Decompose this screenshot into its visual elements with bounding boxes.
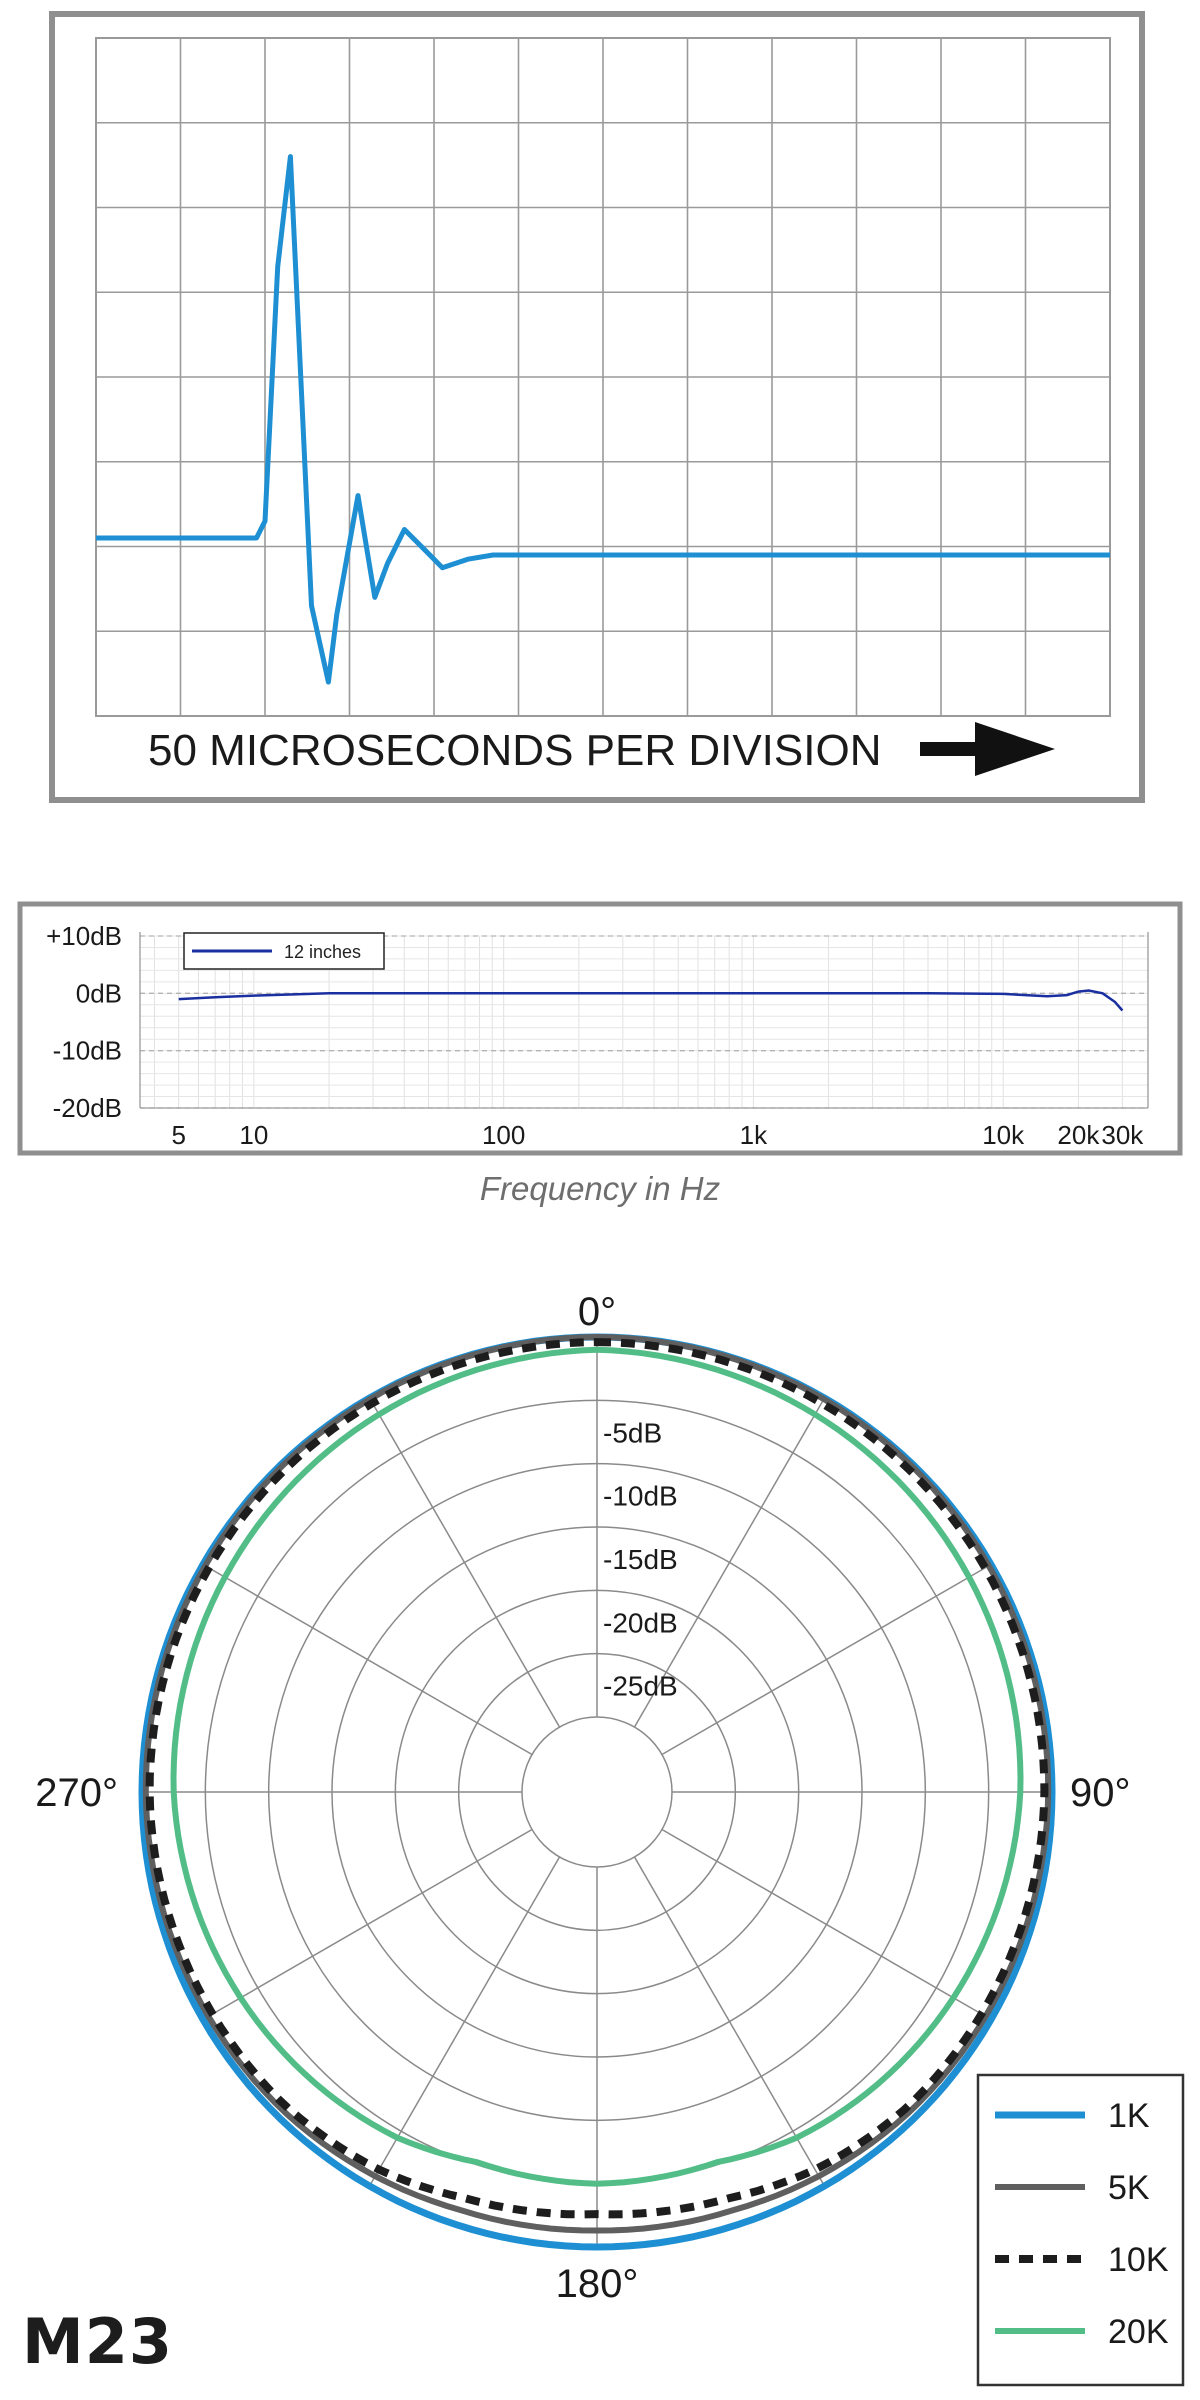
freq-series-line (178, 989, 1124, 1012)
polar-angle-labels: 0° 90° 180° 270° (35, 1290, 1130, 2306)
freq-axis-label: Frequency in Hz (479, 1170, 721, 1207)
polar-legend: 1K 5K 10K 20K (976, 2073, 1185, 2387)
impulse-grid (95, 37, 1111, 717)
impulse-response-chart: 50 MICROSECONDS PER DIVISION (49, 11, 1145, 803)
freq-tick-labels: +10dB 0dB -10dB -20dB 5 10 100 1k 10k 20k 30k (46, 921, 1144, 1150)
freq-frame (17, 901, 1183, 1156)
freq-y-tick-label: -20dB (53, 1093, 122, 1123)
polar-ring-label: -10dB (603, 1481, 678, 1512)
model-label: M23 (22, 2305, 173, 2378)
polar-ring-labels: -5dB -10dB -15dB -20dB -25dB (603, 1417, 678, 1701)
freq-x-tick-label: 10 (239, 1120, 268, 1150)
impulse-axis-label: 50 MICROSECONDS PER DIVISION (148, 726, 881, 775)
polar-legend-label: 20K (1108, 2313, 1169, 2351)
freq-x-tick-label: 30k (1101, 1120, 1144, 1150)
impulse-frame (49, 11, 1145, 803)
polar-angle-label: 90° (1070, 1771, 1131, 1815)
frequency-response-chart: +10dB 0dB -10dB -20dB 5 10 100 1k 10k 20k 30k 12 i… (17, 901, 1183, 1156)
polar-legend-label: 5K (1108, 2169, 1150, 2207)
freq-x-tick-label: 1k (740, 1120, 768, 1150)
polar-legend-label: 10K (1108, 2241, 1169, 2279)
impulse-line (96, 154, 1110, 685)
freq-y-tick-label: +10dB (46, 921, 122, 951)
polar-series-20k (170, 1346, 1024, 2187)
polar-ring (521, 1716, 673, 1868)
polar-pattern-chart: -5dB -10dB -15dB -20dB -25dB 0° 90° 180° 270° 1… (35, 1290, 1185, 2387)
freq-legend: 12 inches (183, 932, 385, 970)
polar-ring-label: -20dB (603, 1607, 678, 1638)
polar-ring-label: -15dB (603, 1544, 678, 1575)
polar-angle-label: 270° (35, 1771, 118, 1815)
freq-legend-label: 12 inches (284, 942, 361, 962)
polar-ring-label: -5dB (603, 1417, 662, 1448)
polar-ring (457, 1652, 737, 1932)
polar-series (138, 1333, 1056, 2251)
freq-y-tick-label: 0dB (76, 978, 122, 1008)
polar-angle-label: 0° (578, 1290, 616, 1334)
polar-series-10k (145, 1338, 1049, 2219)
polar-legend-label: 1K (1108, 2097, 1150, 2135)
freq-x-tick-label: 100 (482, 1120, 525, 1150)
freq-x-tick-label: 20k (1057, 1120, 1100, 1150)
polar-ring (331, 1526, 863, 2058)
polar-angle-label: 180° (556, 2262, 639, 2306)
polar-ring (267, 1462, 927, 2122)
polar-series-5k (142, 1333, 1052, 2234)
polar-ring-label: -25dB (603, 1671, 678, 1702)
freq-x-tick-label: 5 (171, 1120, 185, 1150)
freq-x-tick-label: 10k (982, 1120, 1025, 1150)
arrow-right-icon (920, 722, 1055, 776)
polar-ring (394, 1589, 800, 1995)
freq-y-tick-label: -10dB (53, 1036, 122, 1066)
